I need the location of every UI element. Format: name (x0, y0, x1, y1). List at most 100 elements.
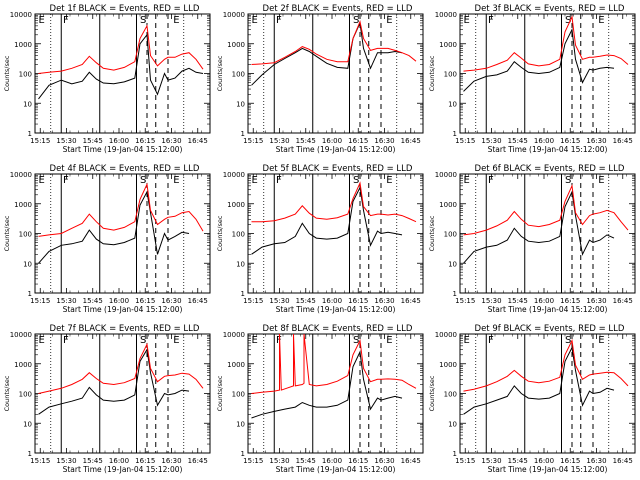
y-axis-label: Counts/sec (216, 215, 224, 251)
x-tick-label: 16:30 (586, 457, 606, 465)
interval-marker-label: E (598, 335, 604, 346)
y-tick-label: 100 (444, 71, 457, 79)
x-tick-label: 16:00 (534, 297, 554, 305)
x-axis-label: Start Time (19-Jan-04 15:12:00) (63, 465, 183, 474)
interval-marker-label: E (252, 15, 258, 26)
interval-marker-label: S (353, 15, 359, 26)
series-events-line (38, 348, 190, 415)
y-axis-label: Counts/sec (428, 215, 436, 251)
x-axis-label: Start Time (19-Jan-04 15:12:00) (276, 145, 396, 154)
x-tick-label: 15:30 (481, 297, 501, 305)
series-events-line (463, 345, 615, 415)
interval-marker-label: S (140, 335, 146, 346)
interval-marker-label: F (63, 335, 69, 346)
x-tick-label: 15:15 (243, 297, 263, 305)
series-events-line (463, 27, 615, 92)
x-tick-label: 16:15 (560, 137, 580, 145)
y-axis-label: Counts/sec (428, 375, 436, 411)
y-tick-label: 100 (444, 391, 457, 399)
series-events-line (251, 350, 403, 419)
y-tick-label: 100 (19, 71, 32, 79)
interval-marker-label: E (252, 175, 258, 186)
panel-title: Det 2f BLACK = Events, RED = LLD (263, 4, 413, 14)
y-tick-label: 1000 (14, 41, 32, 49)
interval-marker-label: F (488, 15, 494, 26)
series-lld-line (463, 338, 629, 392)
y-tick-label: 1000 (227, 41, 245, 49)
y-tick-label: 10 (236, 420, 245, 428)
interval-marker-label: E (173, 15, 179, 26)
y-axis-label: Counts/sec (3, 375, 11, 411)
y-tick-label: 1 (28, 130, 32, 138)
interval-marker-label: F (276, 15, 282, 26)
x-axis-label: Start Time (19-Jan-04 15:12:00) (63, 145, 183, 154)
x-tick-label: 15:45 (83, 457, 103, 465)
series-events-line (38, 190, 190, 264)
y-tick-label: 1 (453, 450, 457, 458)
y-tick-label: 10 (448, 100, 457, 108)
y-tick-label: 10 (448, 260, 457, 268)
x-tick-label: 16:30 (374, 297, 394, 305)
x-tick-label: 15:45 (508, 297, 528, 305)
x-tick-label: 16:45 (188, 137, 208, 145)
interval-marker-label: E (464, 175, 470, 186)
interval-marker-label: E (464, 15, 470, 26)
x-tick-label: 16:45 (613, 137, 633, 145)
interval-marker-label: S (353, 175, 359, 186)
panel-det-7: Det 7f BLACK = Events, RED = LLD 1 10 100 10… (3, 324, 211, 474)
x-tick-label: 15:15 (243, 457, 263, 465)
panel-title: Det 4f BLACK = Events, RED = LLD (50, 164, 200, 174)
interval-marker-label: E (464, 335, 470, 346)
interval-marker-label: E (39, 335, 45, 346)
interval-marker-label: E (598, 175, 604, 186)
x-tick-label: 16:30 (374, 137, 394, 145)
y-tick-label: 1 (241, 450, 245, 458)
y-tick-label: 1000 (439, 41, 457, 49)
x-tick-label: 15:15 (30, 137, 50, 145)
interval-marker-label: F (63, 175, 69, 186)
x-tick-label: 16:30 (161, 137, 181, 145)
y-tick-label: 100 (232, 391, 245, 399)
x-tick-label: 15:15 (455, 457, 475, 465)
x-tick-label: 15:15 (455, 297, 475, 305)
panel-title: Det 9f BLACK = Events, RED = LLD (475, 324, 625, 334)
x-tick-label: 16:45 (613, 457, 633, 465)
y-tick-label: 10000 (435, 331, 457, 339)
y-axis-label: Counts/sec (428, 55, 436, 91)
series-events-line (38, 33, 204, 100)
x-tick-label: 15:45 (83, 137, 103, 145)
x-axis-label: Start Time (19-Jan-04 15:12:00) (276, 465, 396, 474)
interval-marker-label: E (173, 335, 179, 346)
x-tick-label: 16:30 (161, 457, 181, 465)
x-tick-label: 16:00 (322, 137, 342, 145)
panel-title: Det 7f BLACK = Events, RED = LLD (50, 324, 200, 334)
y-tick-label: 100 (444, 231, 457, 239)
series-events-line (463, 190, 615, 264)
y-tick-label: 1000 (439, 361, 457, 369)
interval-marker-label: S (353, 335, 359, 346)
y-tick-label: 10 (23, 260, 32, 268)
panel-det-3: Det 3f BLACK = Events, RED = LLD 1 10 100 10… (428, 4, 636, 154)
x-tick-label: 15:45 (296, 297, 316, 305)
y-tick-label: 10 (236, 100, 245, 108)
panel-title: Det 6f BLACK = Events, RED = LLD (475, 164, 625, 174)
x-tick-label: 16:15 (348, 297, 368, 305)
y-tick-label: 1000 (227, 201, 245, 209)
interval-marker-label: S (565, 335, 571, 346)
y-tick-label: 1000 (14, 361, 32, 369)
y-axis-label: Counts/sec (216, 375, 224, 411)
series-events-line (251, 185, 403, 255)
y-tick-label: 1 (453, 130, 457, 138)
x-tick-label: 15:15 (30, 297, 50, 305)
panel-title: Det 5f BLACK = Events, RED = LLD (263, 164, 413, 174)
panel-det-4: Det 4f BLACK = Events, RED = LLD 1 10 100 10… (3, 164, 211, 314)
x-tick-label: 16:45 (613, 297, 633, 305)
panel-det-6: Det 6f BLACK = Events, RED = LLD 1 10 100 10… (428, 164, 636, 314)
y-tick-label: 100 (19, 231, 32, 239)
panel-title: Det 3f BLACK = Events, RED = LLD (475, 4, 625, 14)
y-tick-label: 1 (241, 130, 245, 138)
y-tick-label: 10 (448, 420, 457, 428)
x-tick-label: 15:45 (296, 457, 316, 465)
y-tick-label: 100 (19, 391, 32, 399)
